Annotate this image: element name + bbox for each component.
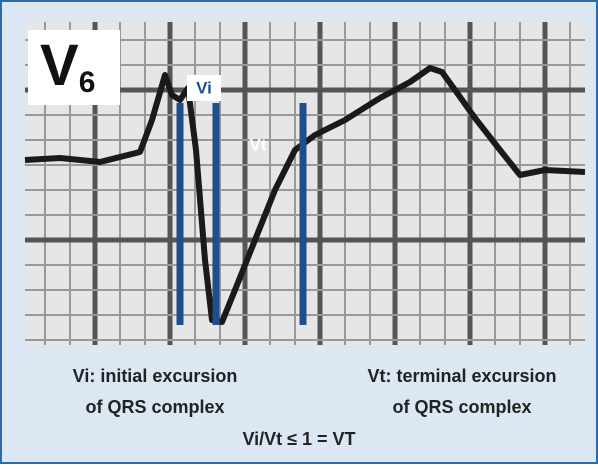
caption-line: Vi: initial excursion — [73, 366, 238, 386]
ecg-strip: V6 Vi Vt — [25, 22, 585, 345]
vt-label: Vt — [250, 135, 267, 154]
figure: V6 Vi Vt Vi: initial excursion of QRS co… — [0, 0, 598, 464]
caption-line: of QRS complex — [85, 397, 224, 417]
caption-line: Vt: terminal excursion — [367, 366, 556, 386]
lead-letter: V — [40, 33, 79, 98]
lead-subscript: 6 — [79, 66, 96, 99]
vi-label: Vi — [196, 78, 212, 97]
formula: Vi/Vt ≤ 1 = VT — [242, 429, 355, 449]
caption-line: of QRS complex — [392, 397, 531, 417]
